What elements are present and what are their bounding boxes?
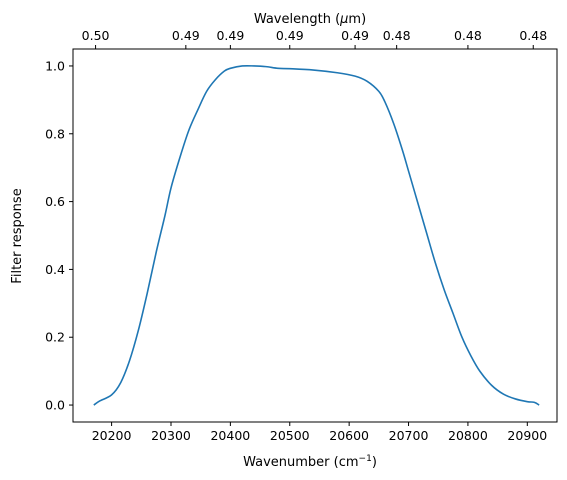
top-tick-label: 0.50 (82, 28, 110, 43)
filter-response-line (93, 64, 540, 406)
x-axis-top: 0.50 0.49 0.49 0.49 0.49 0.48 0.48 0.48 (82, 28, 547, 49)
top-axis-title: Wavelength (μm) (254, 12, 366, 27)
x-axis-title: Wavenumber (cm−1) (243, 454, 377, 470)
x-tick-label: 20400 (210, 428, 250, 443)
y-tick-label: 0.0 (45, 398, 65, 413)
y-tick-label: 0.6 (45, 194, 65, 209)
y-tick-label: 0.8 (45, 126, 65, 141)
top-tick-label: 0.49 (216, 28, 244, 43)
x-tick-label: 20800 (448, 428, 488, 443)
plot-layer (93, 64, 540, 406)
y-axis-title: Filter response (10, 188, 25, 283)
x-tick-label: 20900 (507, 428, 547, 443)
top-tick-label: 0.48 (383, 28, 411, 43)
plot-frame (72, 48, 558, 423)
top-tick-label: 0.49 (341, 28, 369, 43)
y-tick-label: 0.2 (45, 330, 65, 345)
x-tick-label: 20700 (389, 428, 429, 443)
x-tick-label: 20200 (92, 428, 132, 443)
top-tick-label: 0.48 (519, 28, 547, 43)
y-tick-label: 1.0 (45, 58, 65, 73)
x-axis-bottom: 20200 20300 20400 20500 20600 20700 20800 20900 (92, 422, 547, 443)
x-tick-label: 20500 (270, 428, 310, 443)
top-tick-label: 0.48 (454, 28, 482, 43)
y-tick-label: 0.4 (45, 262, 65, 277)
top-tick-label: 0.49 (172, 28, 200, 43)
x-tick-label: 20600 (329, 428, 369, 443)
y-axis-left: 0.0 0.2 0.4 0.6 0.8 1.0 (45, 58, 73, 413)
top-tick-label: 0.49 (276, 28, 304, 43)
x-tick-label: 20300 (151, 428, 191, 443)
